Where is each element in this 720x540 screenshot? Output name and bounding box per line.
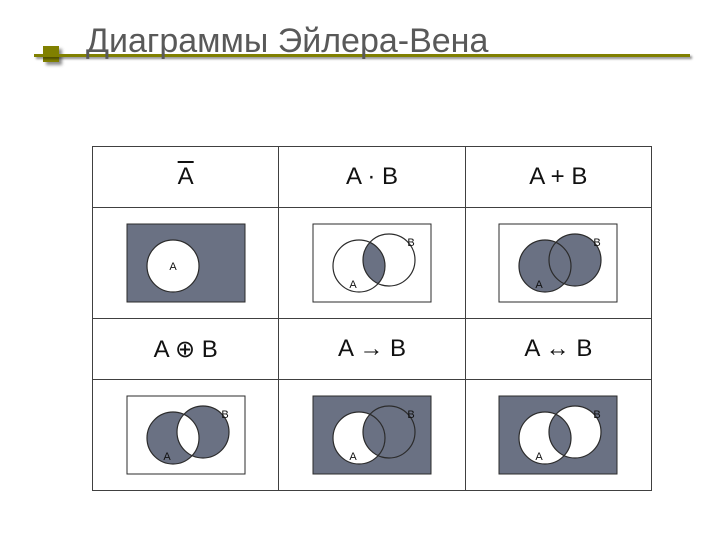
svg-text:B: B — [407, 409, 414, 421]
svg-text:A: A — [536, 451, 544, 463]
svg-text:A: A — [169, 261, 177, 273]
diagram-or: AB — [465, 208, 651, 319]
header-impl: A → B — [279, 319, 465, 380]
venn-table: A A · B A + B A AB AB A ⊕ B A → B A ↔ B — [92, 146, 652, 491]
header-iff: A ↔ B — [465, 319, 651, 380]
svg-text:B: B — [594, 237, 601, 249]
header-xor: A ⊕ B — [93, 319, 279, 380]
diagram-not-a: A — [93, 208, 279, 319]
svg-text:B: B — [594, 409, 601, 421]
diagram-and: AB — [279, 208, 465, 319]
diagram-xor: AB — [93, 380, 279, 491]
svg-text:A: A — [163, 451, 171, 463]
header-and: A · B — [279, 147, 465, 208]
header-or: A + B — [465, 147, 651, 208]
slide: Диаграммы Эйлера-Вена { "title": "Диагра… — [0, 0, 720, 540]
svg-text:A: A — [349, 279, 357, 291]
svg-text:B: B — [221, 409, 228, 421]
svg-text:A: A — [536, 279, 544, 291]
diagram-iff: AB — [465, 380, 651, 491]
svg-text:A: A — [349, 451, 357, 463]
page-title: Диаграммы Эйлера-Вена — [86, 22, 488, 61]
diagram-impl: AB — [279, 380, 465, 491]
header-not-a: A — [93, 147, 279, 208]
svg-text:B: B — [407, 237, 414, 249]
